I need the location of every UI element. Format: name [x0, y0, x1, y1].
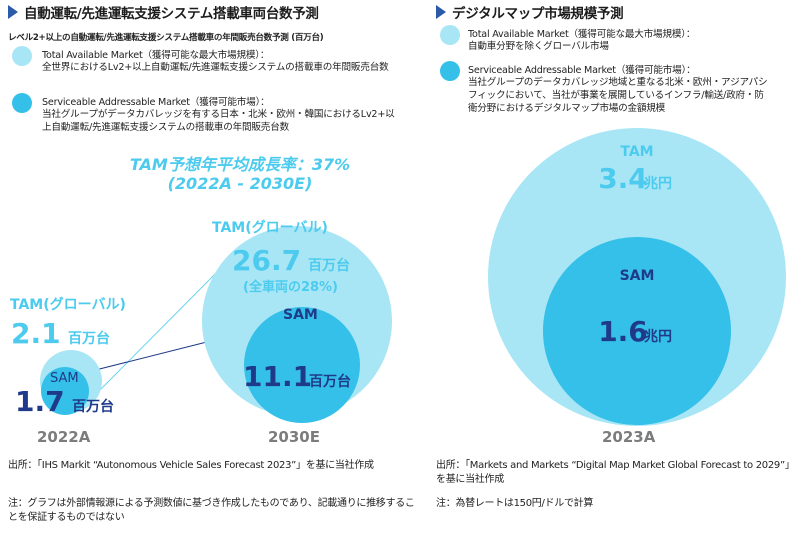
cagr-period: (2022A - 2030E)	[167, 174, 313, 193]
tam-2023a-unit: 兆円	[644, 176, 672, 192]
sam-2022a-label: SAM	[50, 371, 79, 386]
tam-2023a-value: 3.4	[598, 162, 648, 195]
section-marker-icon	[436, 5, 446, 19]
left-subtitle: レベル2+以上の自動運転/先進運転支援システム搭載車の年間販売台数予測 (百万台…	[8, 33, 324, 43]
sam-legend-description: 当社グループがデータカバレッジを有する日本・北米・欧州・韓国におけるLv2+以上…	[42, 109, 395, 134]
map-market-bubble-chart: TAM 3.4 兆円 SAM 1.6 兆円	[488, 128, 786, 426]
tam-2023a-label: TAM	[620, 144, 653, 160]
tam-2030e-share: (全車両の28%)	[243, 279, 338, 295]
right-section-title: デジタルマップ市場規模予測	[452, 6, 624, 22]
sam-2023a-value: 1.6	[598, 315, 648, 348]
connector-tam-line	[99, 264, 225, 391]
sam-legend-dot	[440, 61, 460, 81]
sam-legend-heading: Serviceable Addressable Market（獲得可能市場）：	[42, 97, 270, 108]
sam-2023a-label: SAM	[620, 268, 655, 284]
tam-legend-heading: Total Available Market（獲得可能な最大市場規模）：	[468, 29, 696, 40]
sam-2030e-label: SAM	[283, 307, 318, 323]
left-source: 出所：「IHS Markit “Autonomous Vehicle Sales…	[8, 460, 374, 471]
sam-legend-heading: Serviceable Addressable Market（獲得可能市場）：	[468, 65, 696, 76]
tam-legend-heading: Total Available Market（獲得可能な最大市場規模）：	[42, 50, 270, 61]
sam-2022a-value: 1.7	[15, 385, 65, 418]
right-footnote: 注：為替レートは150円/ドルで計算	[436, 498, 594, 509]
sam-legend-description: 当社グループのデータカバレッジ地域と重なる北米・欧州・アジアパシフィックにおいて…	[468, 77, 768, 115]
sam-2030e-unit: 百万台	[309, 373, 351, 390]
tam-legend-dot	[12, 46, 32, 66]
sam-2023a-unit: 兆円	[644, 329, 672, 345]
right-source: 出所：「Markets and Markets “Digital Map Mar…	[436, 460, 795, 485]
cagr-rate: TAM予想年平均成長率：37%	[129, 155, 351, 174]
tam-2030e-unit: 百万台	[308, 257, 350, 274]
bubble-sam-2022a	[41, 367, 89, 415]
vehicle-bubble-chart: TAM(グローバル) 2.1 百万台 SAM 1.7 百万台 TAM(グローバル…	[10, 219, 392, 423]
tam-2030e-value: 26.7	[232, 244, 301, 277]
sam-2022a-unit: 百万台	[72, 398, 114, 415]
sam-legend-dot	[12, 93, 32, 113]
bubble-sam-2023a	[543, 237, 731, 425]
left-section-title: 自動運転/先進運転支援システム搭載車両台数予測	[24, 6, 319, 22]
cagr-text: TAM予想年平均成長率：37% (2022A - 2030E)	[100, 155, 380, 193]
left-footnote: 注：グラフは外部情報源による予測数値に基づき作成したものであり、記載通りに推移す…	[8, 498, 415, 523]
bubble-sam-2030e	[244, 307, 360, 423]
tam-2022a-value: 2.1	[11, 317, 61, 350]
tam-2030e-label: TAM(グローバル)	[212, 219, 328, 236]
sam-2030e-value: 11.1	[243, 360, 312, 393]
tam-2022a-label: TAM(グローバル)	[10, 296, 126, 313]
tam-legend-description: 自動車分野を除くグローバル市場	[468, 41, 609, 52]
tam-legend-dot	[440, 25, 460, 45]
year-label-2022a: 2022A	[37, 428, 91, 446]
section-marker-icon	[8, 5, 18, 19]
tam-legend-description: 全世界におけるLv2+以上自動運転/先進運転支援システムの搭載車の年間販売台数	[42, 62, 389, 73]
year-label-2023a: 2023A	[602, 428, 656, 446]
tam-2022a-unit: 百万台	[68, 330, 110, 347]
year-label-2030e: 2030E	[268, 428, 320, 446]
